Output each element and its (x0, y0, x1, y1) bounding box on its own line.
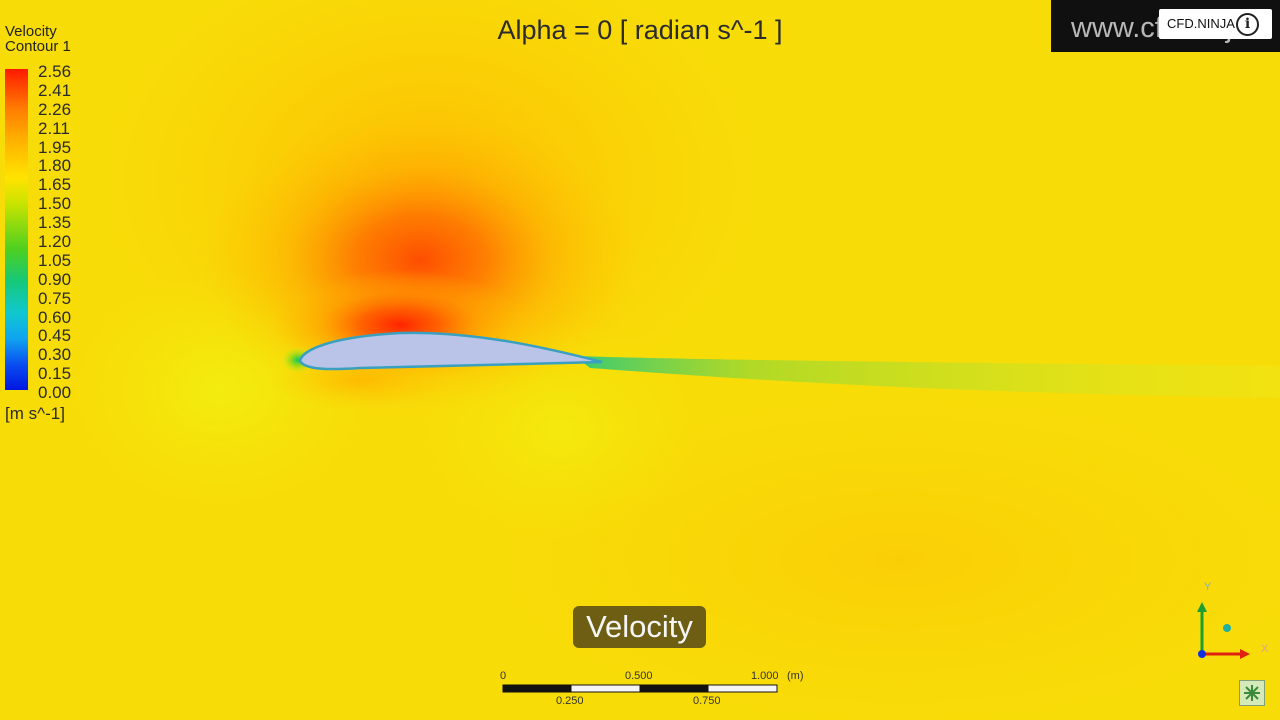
legend-tick: 0.75 (38, 288, 72, 308)
channel-name: CFD.NINJA (1167, 16, 1235, 31)
scale-label-0: 0 (500, 670, 507, 682)
legend-tick: 2.56 (38, 62, 72, 81)
legend-tick: 2.26 (38, 99, 72, 119)
legend-tick: 0.60 (38, 307, 72, 327)
legend-tick: 0.30 (38, 345, 72, 365)
legend-tick: 1.65 (38, 175, 72, 195)
legend-tick: 1.05 (38, 250, 72, 270)
legend-title: Velocity Contour 1 (5, 24, 71, 54)
software-logo-icon (1239, 680, 1265, 706)
triad-x-label: X (1261, 643, 1269, 655)
scale-label-0250: 0.250 (556, 695, 584, 707)
legend-tick: 1.35 (38, 213, 72, 233)
scale-unit: (m) (787, 670, 804, 682)
legend-title-line1: Velocity (5, 23, 57, 40)
scale-label-0500: 0.500 (625, 670, 653, 682)
variable-caption: Velocity (573, 606, 706, 648)
legend-color-bar (5, 69, 28, 390)
legend-tick-list: 2.56 2.41 2.26 2.11 1.95 1.80 1.65 1.50 1.35 1.20… (38, 62, 72, 403)
scale-label-0750: 0.750 (693, 695, 721, 707)
legend-tick: 2.41 (38, 80, 72, 100)
legend-tick: 0.00 (38, 383, 72, 403)
scale-label-1000: 1.000 (751, 670, 779, 682)
legend-title-line2: Contour 1 (5, 38, 71, 55)
legend-tick: 1.95 (38, 137, 72, 157)
legend-tick: 1.50 (38, 194, 72, 214)
airfoil (298, 331, 603, 371)
legend-tick: 0.15 (38, 364, 72, 384)
legend-tick: 1.80 (38, 156, 72, 176)
legend-tick: 2.11 (38, 118, 70, 138)
legend-tick: 0.90 (38, 269, 72, 289)
variable-caption-text: Velocity (586, 609, 693, 644)
plot-title: Alpha = 0 [ radian s^-1 ] (497, 15, 783, 45)
legend-tick: 0.45 (38, 326, 72, 346)
channel-info-button[interactable]: CFD.NINJA i (1159, 9, 1272, 39)
axes-triad: Y X (1197, 581, 1269, 659)
legend-tick: 1.20 (38, 232, 72, 252)
scale-bar-segments (502, 684, 778, 693)
info-icon: i (1236, 13, 1259, 36)
legend-units: [m s^-1] (5, 404, 65, 423)
triad-y-label: Y (1204, 581, 1212, 593)
